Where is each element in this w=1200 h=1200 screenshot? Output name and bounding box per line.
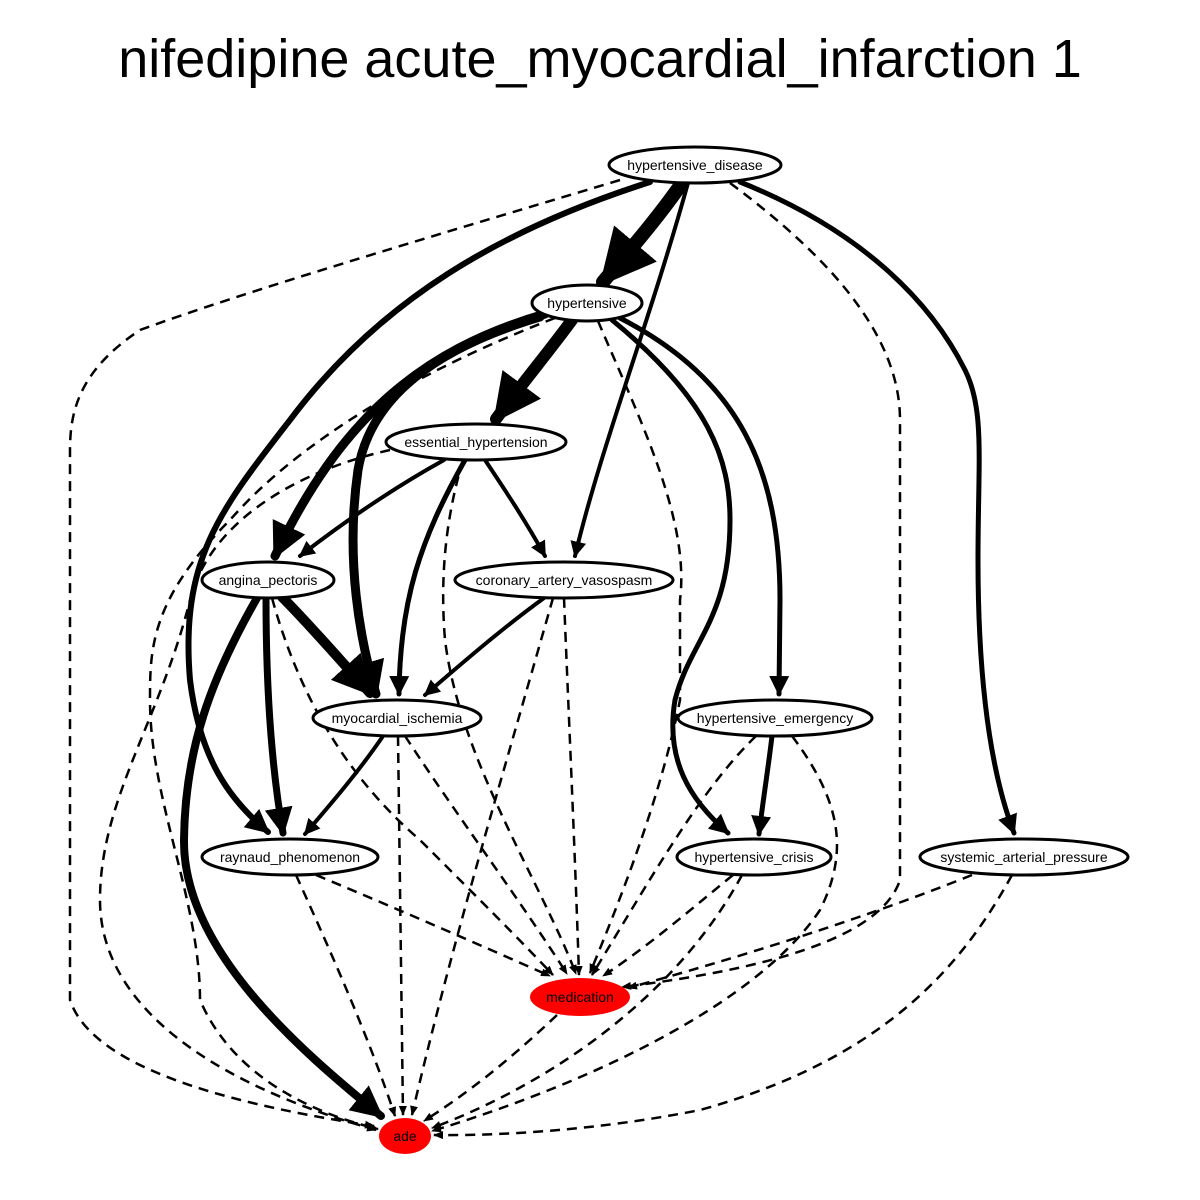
node-ade: ade — [379, 1118, 431, 1154]
node-shape — [918, 837, 1130, 877]
edge-hypertensive_crisis-to-ade — [431, 874, 744, 1130]
edge-raynaud_phenomenon-to-ade — [294, 874, 397, 1117]
node-shape — [530, 283, 644, 323]
edge-hypertensive-to-ade — [148, 316, 556, 1131]
edge-raynaud_phenomenon-to-medication — [315, 873, 551, 978]
edge-essential_hypertension-to-coronary_artery_vasospasm — [483, 458, 547, 558]
node-angina-pectoris: angina_pectoris — [200, 560, 336, 600]
node-shape — [200, 837, 380, 877]
node-hypertensive-disease: hypertensive_disease — [607, 145, 783, 185]
edge-hypertensive_crisis-to-medication — [602, 874, 734, 978]
edge-hypertensive-to-myocardial_ischemia — [348, 312, 545, 699]
node-hypertensive-crisis: hypertensive_crisis — [675, 837, 833, 877]
node-shape — [530, 978, 630, 1016]
edge-hypertensive_disease-to-coronary_artery_vasospasm — [570, 181, 690, 558]
node-shape — [676, 698, 874, 738]
node-coronary-artery-vasospasm: coronary_artery_vasospasm — [453, 560, 675, 600]
edge-angina_pectoris-to-myocardial_ischemia — [277, 592, 375, 698]
edge-hypertensive_disease-to-raynaud_phenomenon — [185, 179, 653, 835]
node-label: hypertensive — [547, 295, 627, 311]
node-medication: medication — [530, 978, 630, 1016]
node-label: essential_hypertension — [404, 434, 547, 450]
edge-myocardial_ischemia-to-raynaud_phenomenon — [303, 734, 385, 836]
node-hypertensive-emergency: hypertensive_emergency — [676, 698, 874, 738]
graph-title: nifedipine acute_myocardial_infarction 1 — [118, 29, 1082, 89]
edge-hypertensive_disease-to-systemic_arterial_pressure — [737, 179, 1017, 836]
edge-hypertensive_disease-to-ade — [68, 178, 621, 1129]
node-shape — [311, 698, 483, 738]
edge-medication-to-ade — [423, 1014, 558, 1123]
edge-angina_pectoris-to-medication — [270, 597, 554, 976]
edge-hypertensive_emergency-to-medication — [590, 735, 757, 976]
edge-essential_hypertension-to-ade — [98, 448, 391, 1132]
node-label: myocardial_ischemia — [332, 710, 463, 726]
node-shape — [607, 145, 783, 185]
edge-coronary_artery_vasospasm-to-myocardial_ischemia — [423, 596, 546, 697]
edge-myocardial_ischemia-to-ade — [396, 735, 407, 1116]
node-shape — [384, 422, 568, 462]
edge-hypertensive-to-hypertensive_crisis — [609, 317, 733, 836]
edge-coronary_artery_vasospasm-to-medication — [562, 597, 583, 976]
node-systemic-arterial-pressure: systemic_arterial_pressure — [918, 837, 1130, 877]
node-raynaud-phenomenon: raynaud_phenomenon — [200, 837, 380, 877]
edge-essential_hypertension-to-myocardial_ischemia — [389, 457, 468, 697]
edge-angina_pectoris-to-raynaud_phenomenon — [262, 594, 293, 837]
node-myocardial-ischemia: myocardial_ischemia — [311, 698, 483, 738]
node-hypertensive: hypertensive — [530, 283, 644, 323]
node-label: hypertensive_disease — [627, 157, 763, 173]
node-shape — [675, 837, 833, 877]
edge-angina_pectoris-to-ade — [179, 594, 385, 1120]
node-label: angina_pectoris — [219, 572, 318, 588]
edge-hypertensive_disease-to-medication — [621, 181, 902, 990]
edge-hypertensive_emergency-to-hypertensive_crisis — [751, 733, 775, 837]
edges-layer — [68, 176, 1017, 1140]
edge-essential_hypertension-to-medication — [441, 459, 578, 975]
edge-hypertensive-to-hypertensive_emergency — [617, 315, 790, 697]
edge-myocardial_ischemia-to-medication — [403, 735, 569, 975]
edge-coronary_artery_vasospasm-to-ade — [410, 597, 555, 1116]
node-label: raynaud_phenomenon — [220, 849, 360, 865]
edge-hypertensive_disease-to-hypertensive — [596, 176, 689, 289]
node-essential-hypertension: essential_hypertension — [384, 422, 568, 462]
node-label: medication — [546, 989, 614, 1005]
node-shape — [453, 560, 675, 600]
nodes-layer: hypertensive_disease hypertensive essentia… — [200, 145, 1130, 1154]
edge-essential_hypertension-to-angina_pectoris — [298, 458, 446, 558]
node-label: coronary_artery_vasospasm — [476, 572, 653, 588]
node-label: hypertensive_crisis — [694, 849, 813, 865]
node-label: hypertensive_emergency — [697, 710, 853, 726]
node-shape — [379, 1118, 431, 1154]
edge-systemic_arterial_pressure-to-medication — [627, 873, 973, 990]
edge-hypertensive-to-medication — [588, 320, 683, 974]
node-label: ade — [393, 1128, 417, 1144]
node-label: systemic_arterial_pressure — [940, 849, 1107, 865]
edge-hypertensive-to-essential_hypertension — [490, 314, 578, 425]
node-shape — [200, 560, 336, 600]
edge-systemic_arterial_pressure-to-ade — [433, 874, 1014, 1140]
edge-hypertensive_emergency-to-ade — [431, 735, 839, 1133]
